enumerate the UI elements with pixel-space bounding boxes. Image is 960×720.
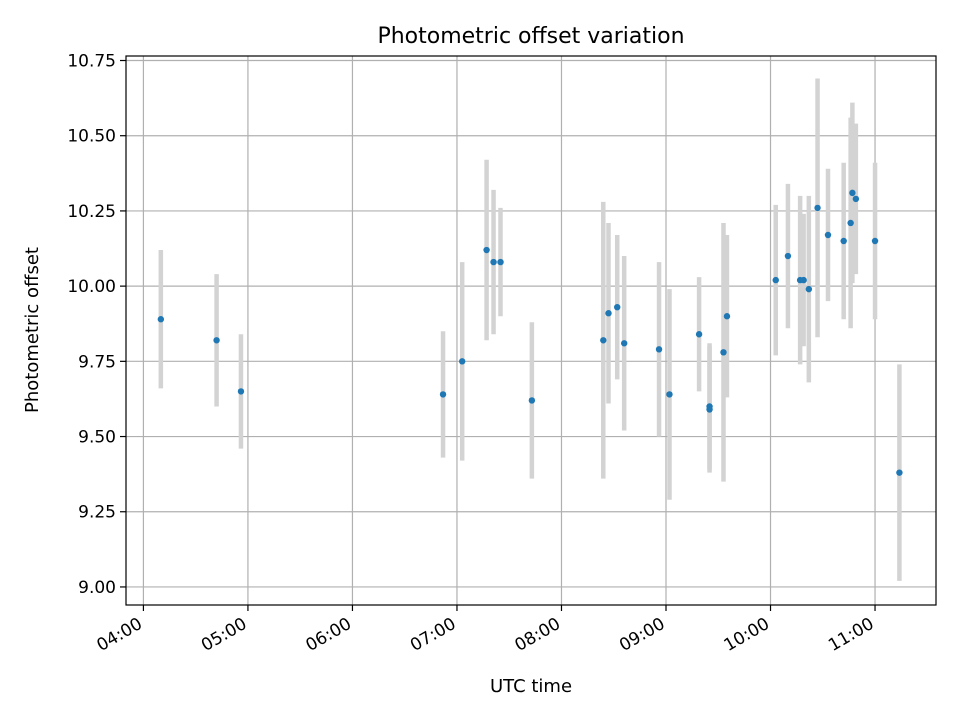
data-point <box>655 346 663 353</box>
data-point <box>784 252 792 260</box>
data-point <box>695 331 703 338</box>
data-point <box>800 276 807 284</box>
data-point <box>614 303 621 311</box>
data-point <box>213 337 220 344</box>
data-point <box>849 189 856 197</box>
data-point <box>666 391 673 398</box>
data-point <box>852 195 860 203</box>
x-axis-label: UTC time <box>490 676 572 697</box>
y-tick-label: 10.00 <box>67 277 116 297</box>
data-point <box>805 285 813 293</box>
data-point <box>157 316 165 323</box>
data-point <box>483 246 490 254</box>
y-tick-label: 9.25 <box>78 503 116 523</box>
data-point <box>490 258 497 266</box>
data-point <box>439 391 447 398</box>
data-point <box>847 219 854 227</box>
data-point <box>720 349 727 356</box>
data-point <box>871 237 879 245</box>
y-tick-label: 10.50 <box>67 127 116 147</box>
y-tick-label: 10.75 <box>67 52 116 72</box>
data-point <box>814 204 821 212</box>
axes-frame <box>125 55 937 606</box>
data-point <box>497 258 504 266</box>
data-point <box>824 231 832 239</box>
chart-title: Photometric offset variation <box>377 24 684 49</box>
data-point <box>772 276 779 284</box>
data-point <box>723 313 731 320</box>
y-tick-label: 9.50 <box>78 428 116 448</box>
data-point <box>605 310 612 317</box>
data-point <box>458 358 466 365</box>
data-points <box>157 189 903 476</box>
data-point <box>706 406 713 413</box>
data-point <box>600 337 607 344</box>
y-tick-label: 10.25 <box>67 202 116 222</box>
data-point <box>840 237 847 245</box>
data-point <box>237 388 245 395</box>
y-axis-label: Photometric offset <box>22 247 43 413</box>
data-point <box>896 469 903 476</box>
y-tick-label: 9.00 <box>78 578 116 598</box>
data-point <box>528 397 536 404</box>
y-axis-ticks: 9.00 9.25 9.50 9.75 10.00 10.25 10.50 10.75 <box>67 52 126 598</box>
y-tick-label: 9.75 <box>78 352 116 372</box>
data-point <box>620 340 628 347</box>
